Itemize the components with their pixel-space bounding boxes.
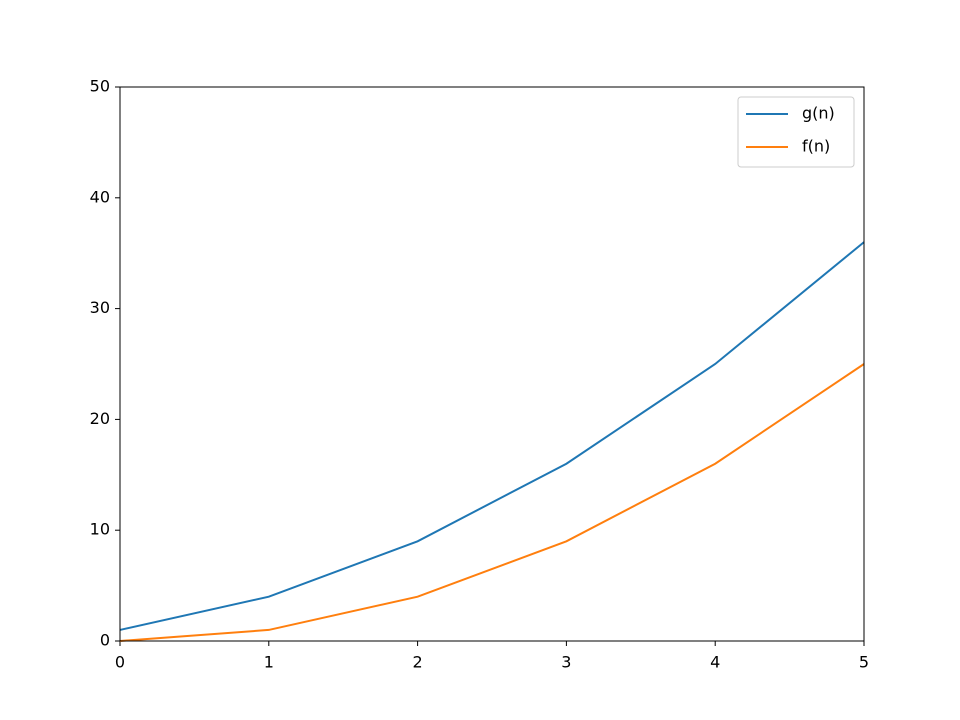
x-tick-label: 0 <box>115 653 125 672</box>
x-tick-label: 4 <box>710 653 720 672</box>
x-tick-label: 3 <box>561 653 571 672</box>
y-tick-label: 30 <box>90 298 110 317</box>
x-tick-label: 5 <box>859 653 869 672</box>
y-tick-label: 10 <box>90 520 110 539</box>
line <box>119 363 865 642</box>
y-tick-label: 20 <box>90 409 110 428</box>
plot-frame <box>119 86 865 642</box>
legend-label: f(n) <box>802 137 830 156</box>
y-tick-label: 40 <box>90 187 110 206</box>
y-tick-label: 0 <box>100 631 110 650</box>
line <box>119 241 865 631</box>
legend-box <box>737 96 855 168</box>
x-tick-label: 1 <box>264 653 274 672</box>
y-tick-label: 50 <box>90 77 110 96</box>
x-tick-label: 2 <box>413 653 423 672</box>
legend-label: g(n) <box>802 104 835 123</box>
